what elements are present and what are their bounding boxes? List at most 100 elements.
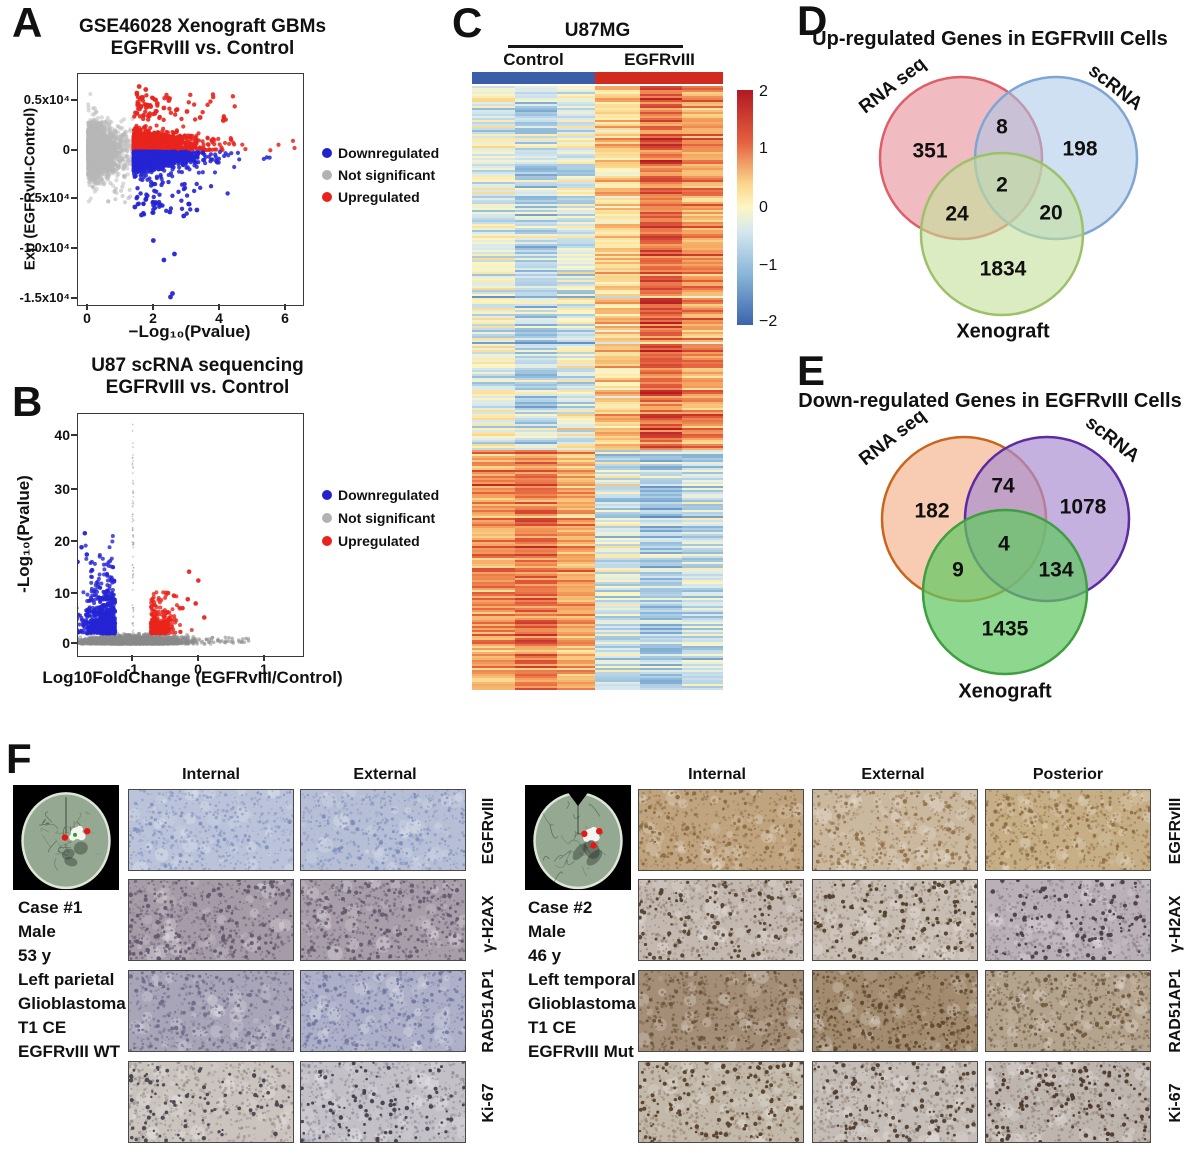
stain-row-label-RAD51AP1-case2: RAD51AP1 (1167, 969, 1184, 1053)
stain-row-label-γ-H2AX-case1: γ-H2AX (480, 895, 497, 953)
panel-a-title-line1: GSE46028 Xenograft GBMs (78, 16, 327, 37)
up-count-a_only: 351 (912, 140, 947, 163)
down-count-c_only: 1435 (982, 618, 1029, 641)
up-circle-Xenograft (919, 151, 1085, 317)
colorbar-tick-label: −1 (759, 257, 778, 274)
colorbar-tick-label: 0 (759, 199, 768, 216)
a-ytick-mark (71, 297, 77, 299)
a-xtick-label: 0 (83, 310, 91, 326)
a-ytick-label: -1.5x10⁴ (19, 290, 70, 305)
heatmap-canvas (472, 86, 723, 690)
a-ytick-mark (71, 247, 77, 249)
b-xtick-label: 0 (194, 661, 202, 677)
heatmap-column-egfrviii: EGFRvIII (624, 50, 695, 69)
histology-image-γ-H2AX-External-case2 (812, 879, 978, 961)
down-set-label-xenograft: Xenograft (958, 680, 1052, 702)
up-count-abc: 2 (996, 174, 1008, 197)
up-count-ab: 8 (996, 116, 1008, 139)
panel-e-title: Down-regulated Genes in EGFRvIII Cells (798, 390, 1182, 412)
a-ytick-label: 0.5x10⁴ (23, 92, 70, 107)
stain-row-label-Ki-67-case1: Ki-67 (480, 1083, 497, 1123)
u87mg-underline (508, 45, 683, 48)
legend-label-Not significant: Not significant (338, 510, 436, 526)
up-count-bc: 20 (1039, 202, 1062, 225)
column-header-external-case2: External (861, 766, 925, 783)
panel-b-plot-canvas (77, 413, 304, 657)
b-ytick-label: 20 (54, 533, 70, 549)
panel-c-letter: C (452, 0, 483, 46)
a-ytick-mark (71, 197, 77, 199)
column-header-posterior-case2: Posterior (1032, 766, 1104, 783)
legend-label-Upregulated: Upregulated (338, 189, 420, 205)
down-count-b_only: 1078 (1060, 496, 1107, 519)
b-xtick-mark (197, 655, 199, 661)
a-xtick-mark (86, 304, 88, 310)
legend-dot-Downregulated (322, 148, 332, 158)
panel-b-title-line2: EGFRvIII vs. Control (105, 377, 290, 398)
legend-dot-Not significant (322, 170, 332, 180)
histology-image-EGFRvIII-Posterior-case2 (985, 789, 1151, 871)
panel-d-letter: D (797, 0, 828, 44)
a-xtick-label: 6 (281, 310, 289, 326)
up-count-b_only: 198 (1062, 138, 1097, 161)
panel-b-x-axis-label: Log10FoldChange (EGFRvIII/Control) (42, 668, 343, 687)
legend-dot-Downregulated (322, 490, 332, 500)
heatmap-column-control: Control (503, 50, 564, 69)
histology-image-Ki-67-External-case1 (300, 1061, 466, 1143)
a-xtick-mark (152, 304, 154, 310)
b-ytick-mark (71, 642, 77, 644)
panel-a-x-axis-label: −Log₁₀(Pvalue) (128, 322, 251, 341)
colorbar-tick-label: 1 (759, 140, 768, 157)
histology-image-Ki-67-Internal-case1 (128, 1061, 294, 1143)
panel-a-letter: A (12, 0, 43, 46)
b-ytick-label: 40 (54, 427, 70, 443)
b-xtick-mark (131, 655, 133, 661)
legend-dot-Not significant (322, 513, 332, 523)
b-ytick-mark (71, 592, 77, 594)
b-ytick-mark (71, 434, 77, 436)
colorbar-tick-label: −2 (759, 313, 778, 330)
legend-dot-Upregulated (322, 536, 332, 546)
legend-dot-Upregulated (322, 192, 332, 202)
legend-label-Downregulated: Downregulated (338, 487, 440, 503)
histology-image-RAD51AP1-External-case2 (812, 970, 978, 1052)
case2-info-line: EGFRvIII Mut (528, 1042, 634, 1061)
heatmap-colorbar (737, 90, 753, 325)
histology-image-RAD51AP1-Internal-case1 (128, 970, 294, 1052)
a-ytick-label: -1.0x10⁴ (19, 240, 70, 255)
b-ytick-label: 0 (62, 635, 70, 651)
down-count-abc: 4 (998, 533, 1010, 556)
histology-image-γ-H2AX-Internal-case1 (128, 879, 294, 961)
legend-label-Not significant: Not significant (338, 167, 436, 183)
legend-label-Upregulated: Upregulated (338, 533, 420, 549)
b-ytick-mark (71, 540, 77, 542)
histology-image-EGFRvIII-Internal-case2 (638, 789, 804, 871)
b-xtick-label: 1 (260, 661, 268, 677)
up-count-ac: 24 (945, 203, 969, 226)
up-set-label-xenograft: Xenograft (956, 320, 1050, 342)
stain-row-label-EGFRvIII-case1: EGFRvIII (480, 797, 497, 865)
b-xtick-label: -1 (125, 661, 139, 677)
histology-image-EGFRvIII-External-case2 (812, 789, 978, 871)
column-header-internal-case1: Internal (182, 766, 240, 783)
column-header-internal-case2: Internal (688, 766, 746, 783)
down-circle-Xenograft (921, 508, 1089, 676)
case2-info-line: Glioblastoma (528, 994, 636, 1013)
case2-info-line: Male (528, 922, 566, 941)
a-ytick-mark (71, 149, 77, 151)
b-ytick-label: 30 (54, 481, 70, 497)
heatmap-group-label: U87MG (564, 20, 631, 41)
down-count-ac: 9 (952, 559, 964, 582)
histology-image-Ki-67-Posterior-case2 (985, 1061, 1151, 1143)
a-xtick-mark (284, 304, 286, 310)
histology-image-Ki-67-External-case2 (812, 1061, 978, 1143)
case1-info-line: Case #1 (18, 898, 83, 917)
b-xtick-mark (263, 655, 265, 661)
histology-image-γ-H2AX-Posterior-case2 (985, 879, 1151, 961)
heatmap-annotation-control (472, 72, 595, 84)
stain-row-label-EGFRvIII-case2: EGFRvIII (1167, 797, 1184, 865)
case1-info-line: 53 y (18, 946, 52, 965)
a-xtick-label: 2 (149, 310, 157, 326)
up-count-c_only: 1834 (980, 258, 1027, 281)
